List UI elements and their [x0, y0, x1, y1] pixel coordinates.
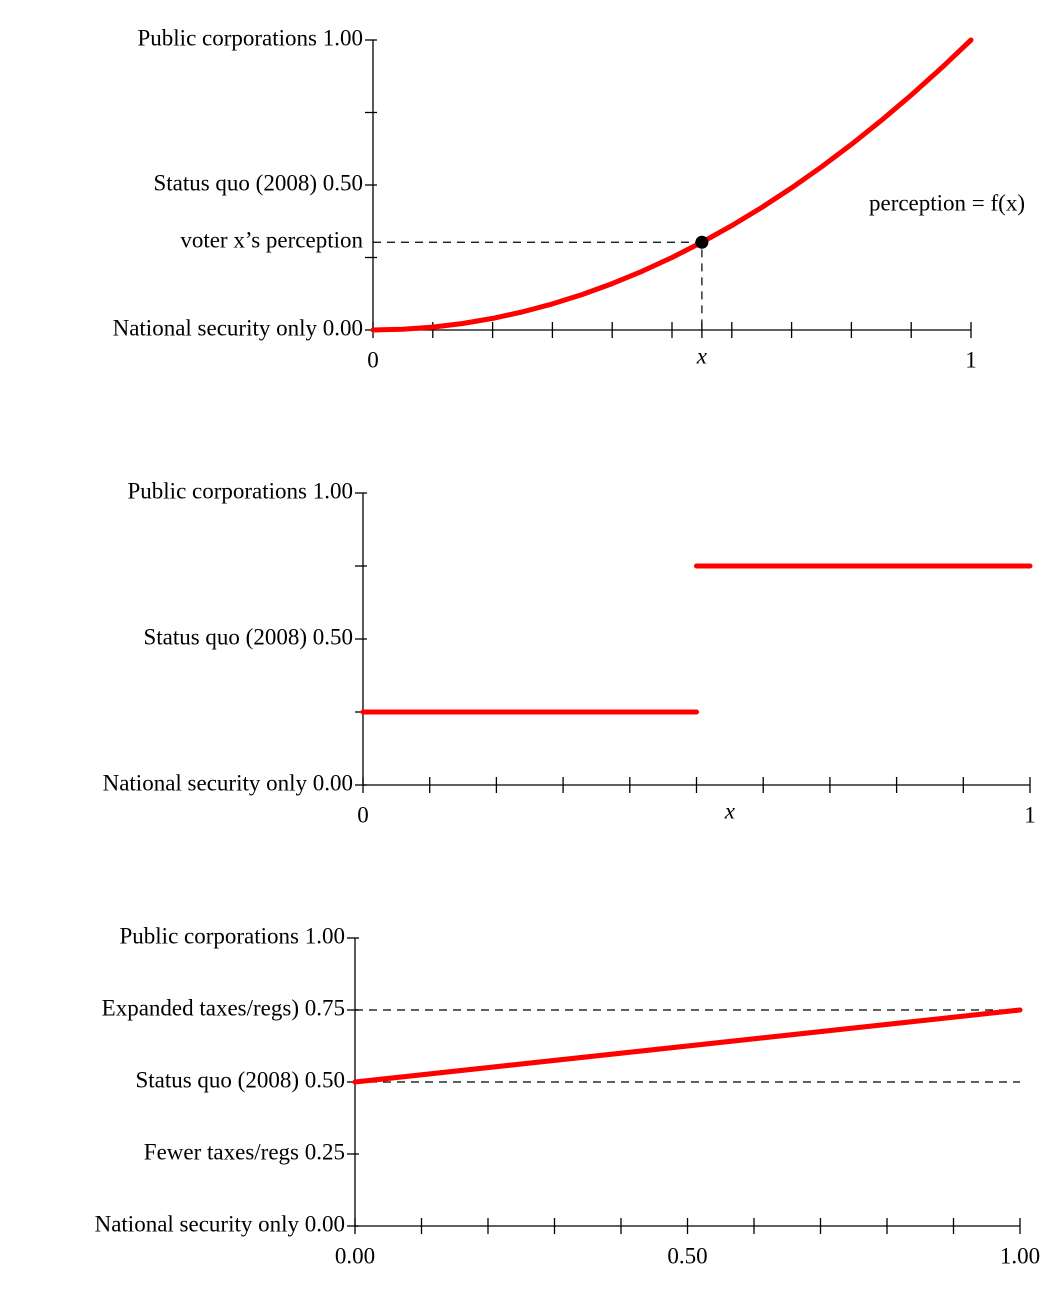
x-tick-label: 0 — [357, 802, 369, 827]
y-tick-label: Public corporations 1.00 — [120, 923, 346, 948]
x-axis-label: x — [724, 798, 736, 823]
highlight-label: voter x’s perception — [180, 228, 363, 253]
highlight-point — [695, 235, 709, 249]
y-tick-label: Public corporations 1.00 — [128, 478, 354, 503]
x-tick-label: 1.00 — [1000, 1243, 1040, 1268]
data-line — [370, 37, 974, 333]
y-tick-label: Fewer taxes/regs 0.25 — [144, 1139, 345, 1164]
y-tick-label: Status quo (2008) 0.50 — [135, 1067, 345, 1092]
x-tick-label: 0.00 — [335, 1243, 375, 1268]
data-line — [360, 563, 1033, 715]
x-tick-label: 0.50 — [667, 1243, 707, 1268]
y-tick-label: Public corporations 1.00 — [138, 25, 364, 50]
y-tick-label: Expanded taxes/regs) 0.75 — [102, 995, 345, 1020]
x-tick-label: 1 — [965, 347, 977, 372]
data-line — [352, 1007, 1023, 1085]
x-tick-label: 0 — [367, 347, 379, 372]
highlight-x-label: x — [696, 343, 708, 368]
annotation: perception = f(x) — [869, 190, 1025, 215]
guide-line — [373, 241, 703, 330]
x-tick-label: 1 — [1024, 802, 1036, 827]
y-tick-label: National security only 0.00 — [113, 315, 363, 340]
y-tick-label: Status quo (2008) 0.50 — [143, 624, 353, 649]
y-tick-label: Status quo (2008) 0.50 — [153, 170, 363, 195]
y-tick-label: National security only 0.00 — [103, 770, 353, 795]
y-tick-label: National security only 0.00 — [95, 1211, 345, 1236]
